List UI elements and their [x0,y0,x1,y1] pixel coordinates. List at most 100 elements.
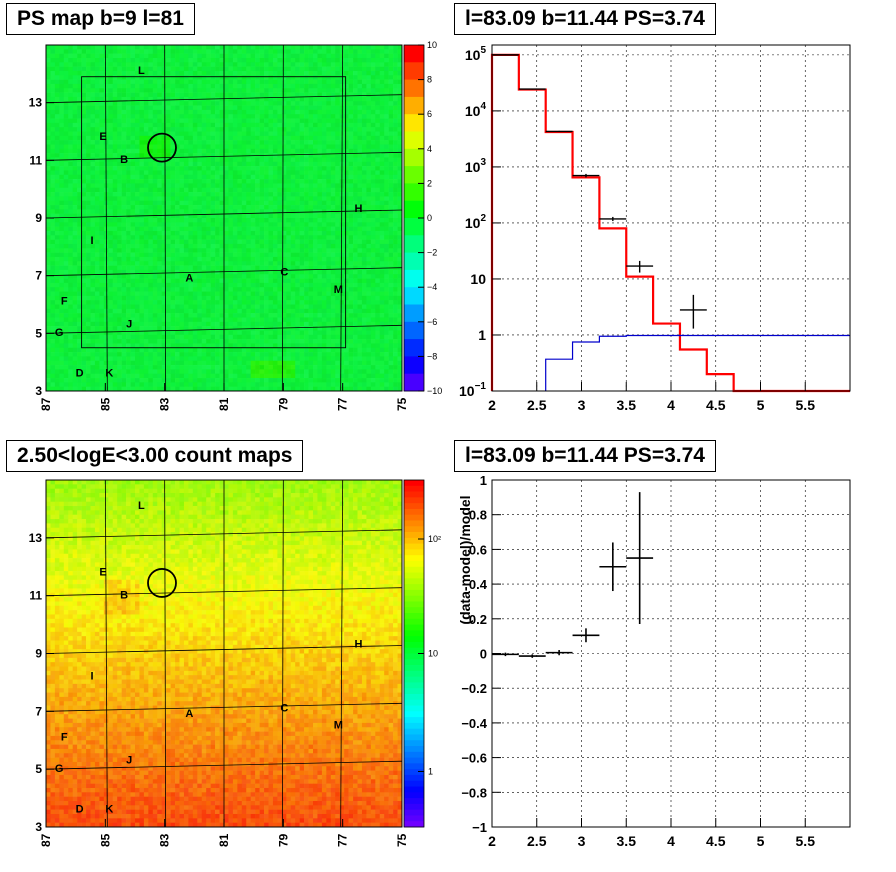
residual-ytick-label-2: −0.6 [461,751,487,766]
map1-region-label-i: I [91,235,94,247]
residual-ytick-label-0: −1 [472,820,487,835]
map2-ytick-label-2: 7 [35,704,42,718]
map1-cbar-label-10: −10 [427,386,442,396]
map2-region-label-b: B [120,590,128,602]
residual-ytick-label-8: 0.6 [469,542,487,557]
map2-region-label-h: H [355,639,363,651]
residual-xtick-label-0: 2 [488,833,496,849]
spectrum-ytick-label-5: 104 [465,101,487,119]
map1-region-label-j: J [126,319,132,331]
residual-xtick-label-5: 4.5 [706,833,726,849]
map1-xtick-label-5: 77 [336,397,350,411]
map2-region-label-k: K [105,804,113,816]
map1-xtick-label-1: 85 [98,397,112,411]
map2-ytick-label-5: 13 [29,531,43,545]
map2-region-label-i: I [91,671,94,683]
spectrum-ytick-label-0: 10−1 [459,381,486,399]
spectrum-ytick-label-1: 1 [478,327,486,343]
map1-ytick-label-0: 3 [35,384,42,398]
map2-cbar-label-0: 10² [428,534,441,544]
map1-xtick-label-6: 75 [395,397,409,411]
map2-xtick-label-3: 81 [217,833,231,847]
residual-xtick-label-1: 2.5 [527,833,547,849]
panel2-title: l=83.09 b=11.44 PS=3.74 [454,3,716,35]
spectrum-xtick-label-0: 2 [488,397,496,413]
map2-region-label-m: M [334,720,343,732]
map2-cbar-label-1: 10 [428,649,438,659]
residual-xtick-label-2: 3 [578,833,586,849]
panel3-title: 2.50<logE<3.00 count maps [6,440,304,472]
residual-plot-area [492,480,850,827]
map1-region-label-d: D [76,368,84,380]
map2-region-label-d: D [76,804,84,816]
map1-xtick-label-0: 87 [39,397,53,411]
residual-xtick-label-7: 5.5 [796,833,816,849]
map1-xtick-label-2: 83 [158,397,172,411]
map1-cbar-label-3: 4 [427,144,432,154]
spectrum-xtick-label-4: 4 [667,397,675,413]
map2-xtick-label-1: 85 [98,833,112,847]
map2-xtick-label-0: 87 [39,833,53,847]
map1-cbar-label-7: −4 [427,282,437,292]
map1-heatmap-cells [46,45,403,392]
map2-cbar-label-2: 1 [428,766,433,776]
residual-xtick-label-6: 5 [757,833,765,849]
map1-cbar-label-5: 0 [427,213,432,223]
map2-ytick-label-1: 5 [35,762,42,776]
map2-region-label-c: C [280,702,288,714]
map1-cbar-label-6: −2 [427,248,437,258]
map1-cbar-label-1: 8 [427,75,432,85]
spectrum-xtick-label-5: 4.5 [706,397,726,413]
map1-source-circle [147,132,177,163]
map2-xtick-label-5: 77 [336,833,350,847]
residual-ytick-label-4: −0.2 [461,681,487,696]
map2-source-circle [147,568,177,598]
map1-xtick-label-3: 81 [217,397,231,411]
residual-ytick-label-5: 0 [480,647,487,662]
residual-xtick-label-4: 4 [667,833,675,849]
residual-ytick-label-7: 0.4 [469,577,488,592]
spectrum-series-1-line [545,334,850,391]
map2-colorbar [404,480,424,828]
map1-xtick-label-4: 79 [276,397,290,411]
map1-region-label-c: C [280,267,288,279]
residual-ytick-label-9: 0.8 [469,508,487,523]
map1-region-label-l: L [138,65,145,77]
map1-coord-grid [45,44,403,392]
map1-ytick-label-4: 11 [29,153,42,167]
map2-coord-grid [45,479,403,828]
map2-region-label-a: A [185,708,193,720]
spectrum-ytick-label-2: 10 [470,271,486,287]
residual-ytick-label-3: −0.4 [461,716,487,731]
map2-ytick-label-4: 11 [29,589,42,603]
map1-colorbar [404,45,424,392]
map1-region-label-e: E [99,131,106,143]
map2-region-label-j: J [126,754,132,766]
map1-region-label-k: K [105,368,113,380]
spectrum-ytick-label-4: 103 [465,157,487,175]
residual-ytick-label-10: 1 [480,473,487,488]
spectrum-xtick-label-7: 5.5 [796,397,816,413]
spectrum-plot-area [492,45,850,391]
map2-region-label-e: E [99,566,106,578]
map2-xtick-label-4: 79 [276,833,290,847]
map1-region-label-h: H [355,203,363,215]
map2-region-label-f: F [61,731,68,743]
map2-heatmap-cells [46,480,403,828]
map1-region-label-m: M [334,284,343,296]
map1-ytick-label-3: 9 [35,211,42,225]
residual-ylabel: (data-model)/model [457,495,473,624]
map1-cbar-label-0: 10 [427,40,437,50]
map1-cbar-label-4: 2 [427,178,432,188]
map1-cbar-label-2: 6 [427,109,432,119]
residual-ytick-label-6: 0.2 [469,612,487,627]
map1-region-label-a: A [185,272,193,284]
spectrum-xtick-label-3: 3.5 [617,397,637,413]
spectrum-xtick-label-6: 5 [757,397,765,413]
map1-ytick-label-2: 7 [35,269,42,283]
map1-region-label-b: B [120,154,128,166]
residual-xtick-label-3: 3.5 [617,833,637,849]
map1-cbar-label-9: −8 [427,351,437,361]
panel1-title: PS map b=9 l=81 [6,3,195,35]
